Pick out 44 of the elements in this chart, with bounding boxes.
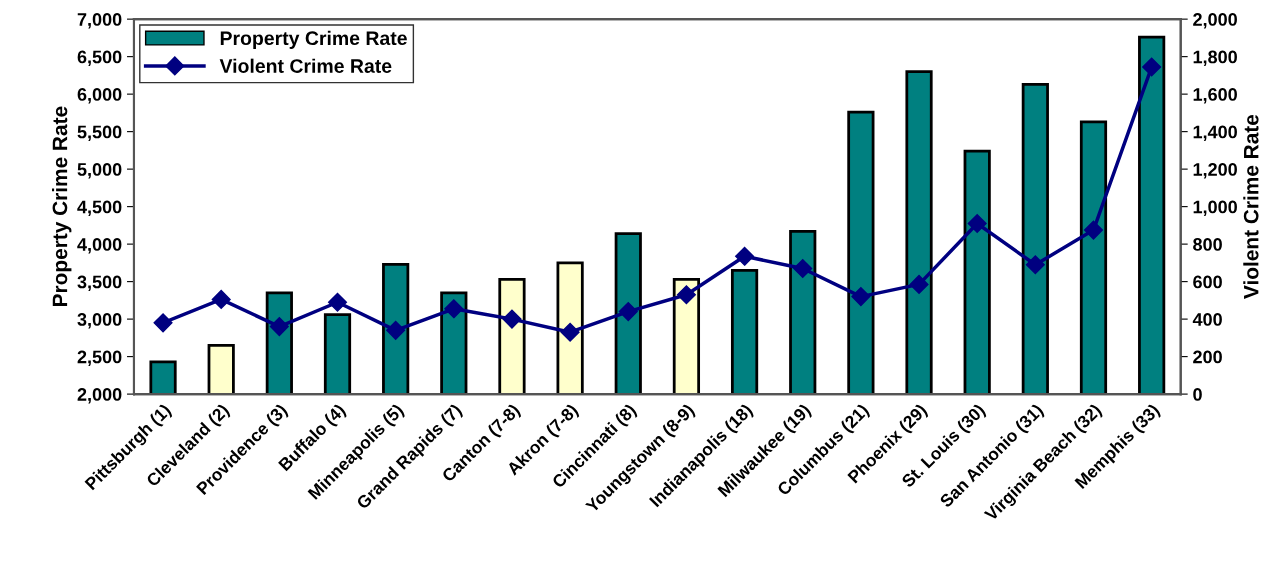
point	[502, 309, 522, 329]
point	[735, 246, 755, 266]
point	[1083, 220, 1104, 240]
y2-tick-label: 800	[1193, 238, 1222, 251]
point	[618, 302, 638, 322]
point	[386, 320, 406, 340]
y-tick-label: 4,500	[77, 200, 122, 216]
y-tick-label: 5,000	[77, 163, 122, 179]
point	[793, 258, 813, 279]
y2-tick-label: 1,200	[1193, 163, 1237, 179]
point	[909, 274, 929, 294]
y2-tick-label: 600	[1193, 275, 1222, 289]
y2-tick-label: 1,400	[1193, 125, 1237, 141]
y-tick-label: 4,000	[77, 238, 122, 254]
point	[1025, 255, 1045, 275]
y-tick-label: 7,000	[77, 13, 122, 29]
y-tick-label: 2,000	[77, 388, 122, 404]
point	[269, 317, 289, 337]
y-tick-label: 3,000	[77, 313, 122, 329]
point	[153, 313, 173, 333]
y2-tick-label: 1,600	[1193, 88, 1237, 104]
point	[967, 213, 987, 234]
y-tick-label: 3,500	[77, 275, 122, 291]
point	[1142, 57, 1162, 77]
y-tick-label: 2,500	[77, 350, 122, 366]
point	[211, 289, 231, 309]
point	[851, 287, 871, 307]
legend-label: Property Crime Rate	[220, 30, 407, 49]
y-tick-label: 6,000	[77, 88, 122, 104]
point	[560, 322, 580, 342]
y-tick-label: 6,500	[77, 50, 122, 66]
y2-tick-label: 200	[1193, 350, 1222, 364]
y2-tick-label: 1,800	[1193, 50, 1237, 66]
y-axis-title: Property Crime Rate	[52, 106, 72, 306]
y2-tick-label: 400	[1192, 313, 1222, 326]
point	[676, 285, 696, 305]
y2-axis-title: Violent Crime Rate	[1243, 114, 1259, 299]
y2-tick-label: 2,000	[1193, 13, 1237, 29]
point	[444, 299, 464, 319]
y2-tick-label: 1,000	[1193, 200, 1237, 216]
y-tick-label: 5,500	[77, 125, 122, 141]
point	[327, 292, 348, 312]
legend-label: Violent Crime Rate	[219, 58, 392, 73]
y2-tick-label: 0	[1193, 388, 1202, 401]
